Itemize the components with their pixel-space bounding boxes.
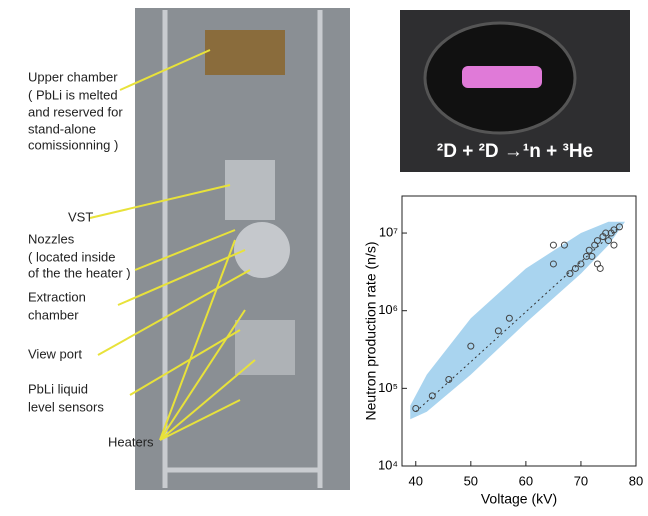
y-tick-label: 10⁷	[379, 224, 398, 239]
data-point	[604, 237, 612, 245]
extraction-chamber	[234, 222, 290, 278]
data-point	[585, 246, 593, 254]
data-point	[445, 376, 453, 384]
label: ( PbLi is melted	[28, 87, 118, 102]
data-point	[549, 241, 557, 249]
y-axis-label: Neutron production rate (n/s)	[363, 242, 379, 421]
data-point	[577, 260, 585, 268]
label: comissionning )	[28, 137, 118, 152]
label: of the the heater )	[28, 265, 131, 280]
data-point	[505, 314, 513, 322]
y-tick-label: 10⁴	[378, 457, 398, 472]
data-point	[566, 270, 574, 278]
equation: ²D + ²D →¹n + ³He	[437, 141, 593, 162]
label: Nozzles	[28, 231, 75, 246]
data-point	[560, 241, 568, 249]
data-point	[571, 264, 579, 272]
x-tick-label: 80	[629, 473, 643, 488]
confidence-band	[410, 221, 625, 420]
label: and reserved for	[28, 104, 123, 119]
vst	[225, 160, 275, 220]
x-tick-label: 70	[574, 473, 588, 488]
data-point	[412, 405, 420, 413]
label: VST	[68, 209, 93, 224]
arrows	[89, 49, 256, 441]
label: stand-alone	[28, 121, 96, 136]
labels: Upper chamber ( PbLi is melted and reser…	[28, 69, 154, 449]
heaters	[235, 320, 295, 375]
upper-chamber	[205, 30, 285, 75]
data-point	[593, 237, 601, 245]
data-point	[596, 264, 604, 272]
plot-frame	[401, 195, 637, 467]
data-point	[593, 260, 601, 268]
chart: 40 50 60 70 80 10⁴ 10⁵ 10⁶ 10⁷ Voltage (kV) Neutro…	[363, 195, 643, 507]
label: View port	[28, 346, 82, 361]
x-axis-label: Voltage (kV)	[481, 491, 557, 507]
y-tick-label: 10⁵	[378, 380, 398, 395]
label: Extraction	[28, 289, 86, 304]
label: ( located inside	[28, 249, 115, 264]
data-point	[549, 260, 557, 268]
y-tick-label: 10⁶	[378, 302, 398, 317]
data-point	[588, 252, 596, 260]
data-point	[428, 392, 436, 400]
x-tick-label: 60	[519, 473, 533, 488]
x-tick-label: 40	[409, 473, 423, 488]
data-point	[610, 226, 618, 234]
label: chamber	[28, 307, 79, 322]
trend-line	[415, 226, 620, 413]
label: Upper chamber	[28, 69, 118, 84]
label: Heaters	[108, 434, 154, 449]
data-point	[467, 342, 475, 350]
data-point	[610, 241, 618, 249]
plasma	[462, 66, 542, 88]
label: PbLi liquid	[28, 381, 88, 396]
frame	[162, 10, 323, 488]
data-point	[494, 327, 502, 335]
label: level sensors	[28, 399, 104, 414]
x-tick-label: 50	[464, 473, 478, 488]
data-point	[615, 223, 623, 231]
